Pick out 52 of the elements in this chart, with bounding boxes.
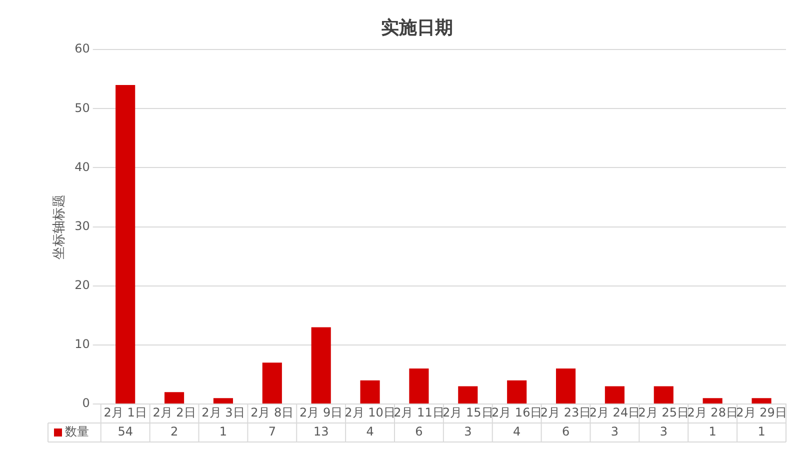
data-label: 7 xyxy=(268,424,276,439)
data-label: 4 xyxy=(366,424,374,439)
bar xyxy=(556,368,576,404)
x-tick-label: 2月 3日 xyxy=(202,406,245,420)
bar xyxy=(360,380,380,404)
data-label: 1 xyxy=(219,424,228,439)
data-label: 3 xyxy=(464,424,472,439)
bar xyxy=(213,398,233,404)
y-tick-label: 10 xyxy=(74,337,90,352)
data-label: 1 xyxy=(758,424,766,439)
data-label: 3 xyxy=(610,424,619,439)
x-tick-label: 2月 1日 xyxy=(104,406,147,420)
y-tick-label: 50 xyxy=(74,100,90,115)
bar xyxy=(409,368,429,404)
x-tick-label: 2月 15日 xyxy=(442,406,494,420)
y-tick-label: 60 xyxy=(74,42,90,56)
x-tick-label: 2月 2日 xyxy=(152,406,196,420)
legend-label: 数量 xyxy=(65,424,89,439)
data-label: 13 xyxy=(313,424,329,439)
data-label: 1 xyxy=(708,424,716,439)
x-tick-label: 2月 8日 xyxy=(250,406,294,420)
bar xyxy=(458,386,478,404)
y-tick-label: 40 xyxy=(74,160,90,174)
bar xyxy=(507,380,527,404)
x-tick-label: 2月 28日 xyxy=(687,406,738,420)
data-label: 6 xyxy=(562,424,570,439)
x-tick-label: 2月 16日 xyxy=(491,406,542,420)
bar xyxy=(702,398,722,404)
bar xyxy=(654,386,674,404)
x-tick-label: 2月 29日 xyxy=(736,406,787,420)
x-tick-label: 2月 9日 xyxy=(300,406,343,420)
y-axis-title: 坐标轴标题 xyxy=(52,194,68,260)
bar xyxy=(164,392,184,404)
data-label: 6 xyxy=(415,424,423,439)
bar xyxy=(116,85,136,404)
y-tick-label: 20 xyxy=(74,278,90,292)
data-label: 54 xyxy=(118,424,133,439)
bar xyxy=(604,386,625,404)
chart-title: 实施日期 xyxy=(381,17,453,38)
y-tick-label: 0 xyxy=(82,396,90,410)
data-label: 4 xyxy=(513,424,521,439)
bar xyxy=(262,362,282,404)
x-tick-label: 2月 23日 xyxy=(540,406,592,420)
bar xyxy=(311,327,331,404)
x-tick-label: 2月 25日 xyxy=(638,406,690,420)
data-label: 2 xyxy=(170,424,178,439)
bar xyxy=(752,398,772,404)
x-tick-label: 2月 11日 xyxy=(394,406,444,420)
data-label: 3 xyxy=(660,424,668,439)
y-tick-label: 30 xyxy=(74,218,90,233)
x-tick-label: 2月 24日 xyxy=(589,406,640,420)
x-tick-label: 2月 10日 xyxy=(344,406,396,420)
